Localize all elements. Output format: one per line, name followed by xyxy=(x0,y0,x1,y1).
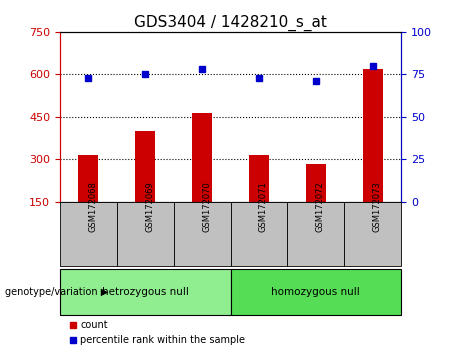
Bar xyxy=(192,113,212,202)
Text: genotype/variation ▶: genotype/variation ▶ xyxy=(5,287,108,297)
Bar xyxy=(230,202,287,266)
Bar xyxy=(363,69,383,202)
Text: GSM172073: GSM172073 xyxy=(372,182,382,232)
Bar xyxy=(344,202,401,266)
Bar xyxy=(60,269,230,315)
Text: GSM172070: GSM172070 xyxy=(202,182,211,232)
Bar xyxy=(117,202,174,266)
Bar xyxy=(249,155,269,202)
Text: homozygous null: homozygous null xyxy=(272,287,360,297)
Text: GSM172071: GSM172071 xyxy=(259,182,268,232)
Text: GSM172069: GSM172069 xyxy=(145,182,154,232)
Bar xyxy=(174,202,230,266)
Bar xyxy=(135,131,155,202)
Bar xyxy=(306,164,326,202)
Bar xyxy=(60,202,117,266)
Bar xyxy=(230,269,401,315)
Title: GDS3404 / 1428210_s_at: GDS3404 / 1428210_s_at xyxy=(134,14,327,30)
Text: hetrozygous null: hetrozygous null xyxy=(102,287,189,297)
Text: GSM172068: GSM172068 xyxy=(89,182,97,232)
Bar xyxy=(78,155,98,202)
Legend: count, percentile rank within the sample: count, percentile rank within the sample xyxy=(65,316,249,349)
Text: GSM172072: GSM172072 xyxy=(316,182,325,232)
Bar xyxy=(287,202,344,266)
